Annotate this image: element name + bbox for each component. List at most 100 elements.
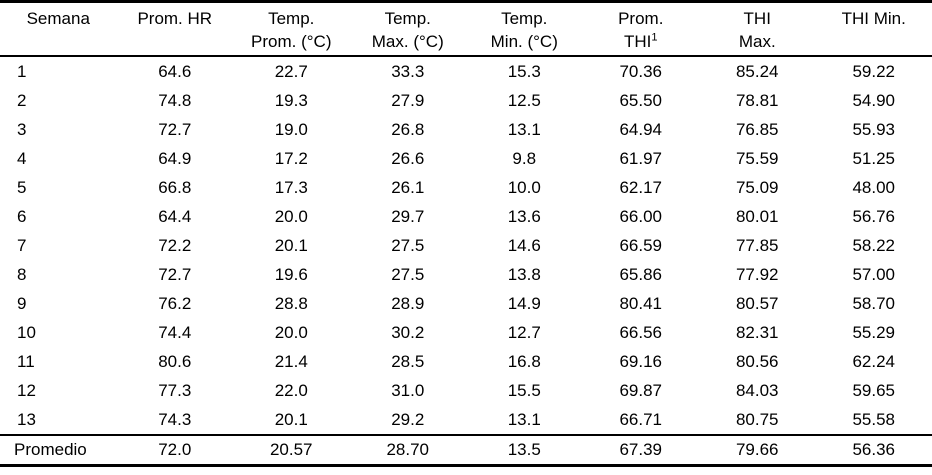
week-cell: 10 [17, 322, 36, 342]
col-header-prom-thi: Prom. THI1 [582, 1, 699, 57]
header-line2: Prom. (°C) [251, 32, 332, 51]
value-cell: 55.58 [852, 409, 896, 429]
value-cell: 66.56 [619, 322, 663, 342]
week-cell: 12 [17, 380, 36, 400]
header-line2-text: THI [623, 32, 652, 51]
value-cell: 57.00 [852, 264, 896, 284]
value-cell: 31.0 [391, 380, 425, 400]
value-cell: 62.17 [619, 177, 663, 197]
value-cell: 75.59 [735, 148, 779, 168]
header-line1: Temp. [501, 9, 548, 28]
col-header-prom-hr: Prom. HR [116, 1, 233, 57]
value-cell: 64.9 [158, 148, 192, 168]
value-cell: 17.2 [274, 148, 308, 168]
value-cell: 72.7 [158, 119, 192, 139]
value-cell: 59.65 [852, 380, 896, 400]
value-cell: 27.9 [391, 90, 425, 110]
value-cell: 16.8 [507, 351, 541, 371]
summary-value-temp-max: 28.70 [349, 434, 466, 466]
value-cell: 10.0 [507, 177, 541, 197]
table-footer: Promedio 72.0 20.57 28.70 13.5 67.39 79.… [0, 434, 932, 466]
table-row: 10 74.4 20.0 30.2 12.7 66.56 82.31 55.29 [0, 318, 932, 347]
value-cell: 65.86 [619, 264, 663, 284]
week-cell: 1 [17, 61, 27, 81]
col-header-thi-max: THI Max. [699, 1, 816, 57]
value-cell: 64.94 [619, 119, 663, 139]
col-header-thi-min: THI Min. [815, 1, 932, 57]
value-cell: 15.3 [507, 61, 541, 81]
week-cell: 5 [17, 177, 27, 197]
value-cell: 66.59 [619, 235, 663, 255]
value-cell: 74.4 [158, 322, 192, 342]
value-cell: 12.5 [507, 90, 541, 110]
value-cell: 59.22 [852, 61, 896, 81]
value-cell: 82.31 [735, 322, 779, 342]
value-cell: 20.1 [274, 409, 308, 429]
summary-value-prom-hr: 72.0 [116, 434, 233, 466]
value-cell: 27.5 [391, 264, 425, 284]
value-cell: 66.8 [158, 177, 192, 197]
value-cell: 78.81 [735, 90, 779, 110]
value-cell: 30.2 [391, 322, 425, 342]
summary-value-temp-prom: 20.57 [233, 434, 350, 466]
value-cell: 13.8 [507, 264, 541, 284]
value-cell: 74.3 [158, 409, 192, 429]
value-cell: 58.70 [852, 293, 896, 313]
value-cell: 80.01 [735, 206, 779, 226]
summary-value-thi-min: 56.36 [815, 434, 932, 466]
value-cell: 80.57 [735, 293, 779, 313]
col-header-semana: Semana [0, 1, 117, 57]
value-cell: 55.29 [852, 322, 896, 342]
footnote-marker: 1 [651, 31, 658, 44]
value-cell: 29.2 [391, 409, 425, 429]
table-row: 6 64.4 20.0 29.7 13.6 66.00 80.01 56.76 [0, 202, 932, 231]
header-line1: Prom. HR [137, 9, 213, 28]
week-cell: 3 [17, 119, 27, 139]
summary-value-thi-max: 79.66 [699, 434, 816, 466]
value-cell: 61.97 [619, 148, 663, 168]
week-cell: 7 [17, 235, 27, 255]
table-body: 1 64.6 22.7 33.3 15.3 70.36 85.24 59.22 2 74.8 19.… [0, 56, 932, 435]
week-cell: 2 [17, 90, 27, 110]
value-cell: 19.0 [274, 119, 308, 139]
col-header-temp-min: Temp. Min. (°C) [466, 1, 583, 57]
table-row: 7 72.2 20.1 27.5 14.6 66.59 77.85 58.22 [0, 231, 932, 260]
header-line2: THI1 [585, 30, 698, 53]
value-cell: 14.6 [507, 235, 541, 255]
table-row: 2 74.8 19.3 27.9 12.5 65.50 78.81 54.90 [0, 86, 932, 115]
header-line1: THI Min. [841, 9, 906, 28]
value-cell: 55.93 [852, 119, 896, 139]
value-cell: 26.8 [391, 119, 425, 139]
table-row: 1 64.6 22.7 33.3 15.3 70.36 85.24 59.22 [0, 56, 932, 86]
table-row: 5 66.8 17.3 26.1 10.0 62.17 75.09 48.00 [0, 173, 932, 202]
value-cell: 66.71 [619, 409, 663, 429]
header-line2: Min. (°C) [490, 32, 558, 51]
col-header-temp-prom: Temp. Prom. (°C) [233, 1, 350, 57]
summary-label: Promedio [0, 434, 117, 466]
value-cell: 9.8 [512, 148, 537, 168]
header-line2: Max. (°C) [371, 32, 444, 51]
week-cell: 6 [17, 206, 27, 226]
value-cell: 54.90 [852, 90, 896, 110]
value-cell: 85.24 [735, 61, 779, 81]
header-line2: Max. [738, 32, 776, 51]
week-cell: 8 [17, 264, 27, 284]
value-cell: 80.75 [735, 409, 779, 429]
value-cell: 77.92 [735, 264, 779, 284]
value-cell: 56.76 [852, 206, 896, 226]
week-cell: 9 [17, 293, 27, 313]
value-cell: 15.5 [507, 380, 541, 400]
header-line1: Temp. [268, 9, 315, 28]
col-header-temp-max: Temp. Max. (°C) [349, 1, 466, 57]
value-cell: 64.6 [158, 61, 192, 81]
value-cell: 72.2 [158, 235, 192, 255]
value-cell: 77.3 [158, 380, 192, 400]
table-row: 11 80.6 21.4 28.5 16.8 69.16 80.56 62.24 [0, 347, 932, 376]
header-line1: Semana [26, 9, 90, 28]
summary-value-temp-min: 13.5 [466, 434, 583, 466]
value-cell: 75.09 [735, 177, 779, 197]
value-cell: 29.7 [391, 206, 425, 226]
value-cell: 64.4 [158, 206, 192, 226]
table-row: 4 64.9 17.2 26.6 9.8 61.97 75.59 51.25 [0, 144, 932, 173]
